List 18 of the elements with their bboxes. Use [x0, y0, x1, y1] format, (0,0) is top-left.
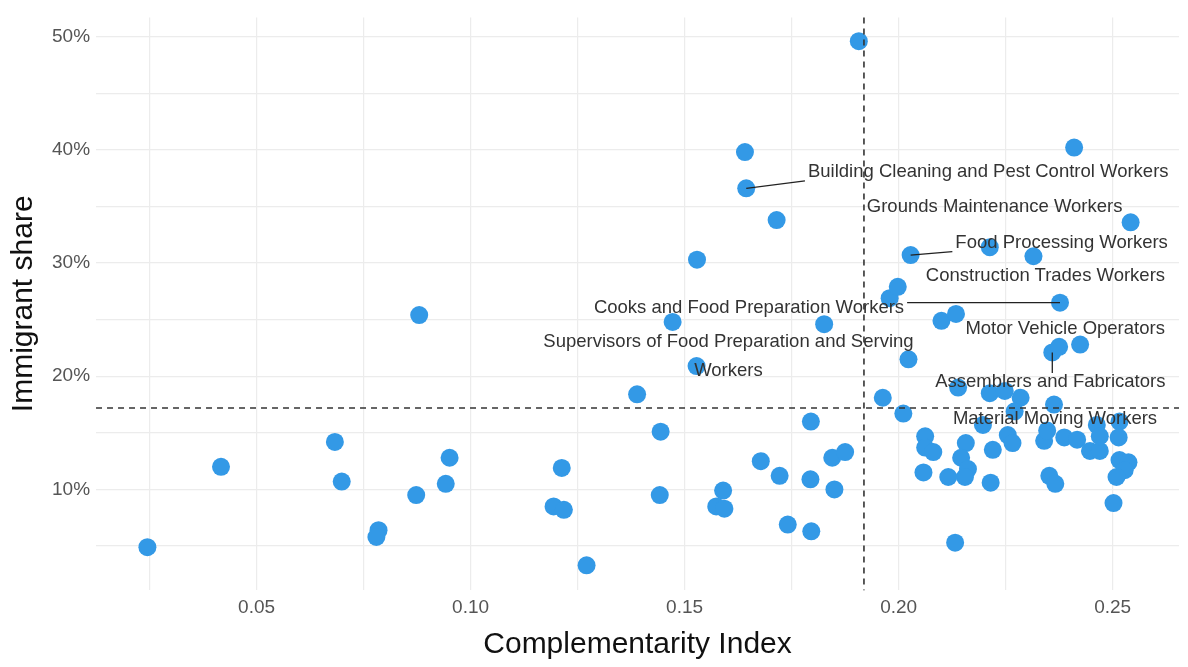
- y-axis-title: Immigrant share: [5, 195, 39, 413]
- x-axis-title: Complementarity Index: [483, 626, 792, 660]
- y-tick-label: 20%: [52, 364, 91, 386]
- x-tick-label: 0.25: [1094, 595, 1132, 617]
- x-tick-label: 0.10: [452, 595, 490, 617]
- annotation: Assemblers and Fabricators: [935, 369, 1166, 391]
- annotation: Grounds Maintenance Workers: [866, 195, 1123, 217]
- annotation: Cooks and Food Preparation Workers: [593, 295, 905, 317]
- annotation: Motor Vehicle Operators: [965, 316, 1165, 338]
- x-tick-label: 0.20: [880, 595, 918, 617]
- annotation: Construction Trades Workers: [925, 264, 1166, 286]
- x-tick-label: 0.05: [238, 595, 276, 617]
- y-tick-label: 10%: [52, 477, 91, 499]
- annotation: Building Cleaning and Pest Control Workers: [807, 160, 1169, 182]
- x-tick-label: 0.15: [666, 595, 704, 617]
- y-tick-label: 40%: [52, 138, 91, 160]
- y-tick-label: 50%: [52, 24, 91, 46]
- y-tick-label: 30%: [52, 251, 91, 273]
